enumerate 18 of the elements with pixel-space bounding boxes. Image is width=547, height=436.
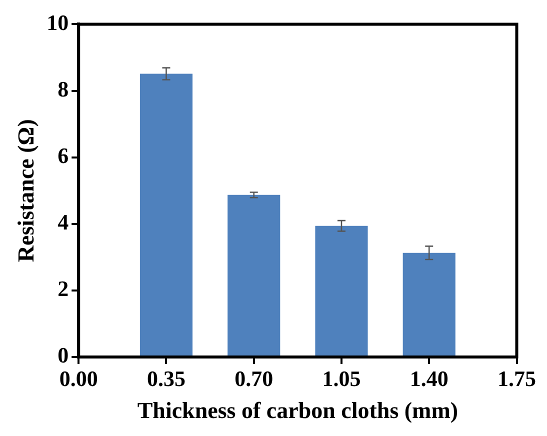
y-axis-title: Resistance (Ω) xyxy=(14,119,39,262)
x-tick-label: 1.05 xyxy=(322,366,361,391)
x-tick-label: 0.70 xyxy=(234,366,274,391)
x-tick-label: 1.75 xyxy=(498,366,536,391)
x-tick-label: 0.35 xyxy=(146,366,186,391)
y-tick-label: 0 xyxy=(58,342,69,368)
y-tick-label: 6 xyxy=(58,143,69,168)
y-tick-label: 8 xyxy=(58,76,69,102)
x-tick-label: 0.00 xyxy=(59,366,98,391)
bar xyxy=(315,226,368,356)
x-axis-title: Thickness of carbon cloths (mm) xyxy=(137,398,458,424)
x-tick-label: 1.40 xyxy=(410,366,448,391)
bar xyxy=(402,252,456,356)
bar xyxy=(140,74,193,356)
bar xyxy=(228,194,280,356)
y-tick-label: 10 xyxy=(46,10,69,35)
y-tick-label: 4 xyxy=(58,210,69,235)
y-tick-label: 2 xyxy=(58,276,69,302)
